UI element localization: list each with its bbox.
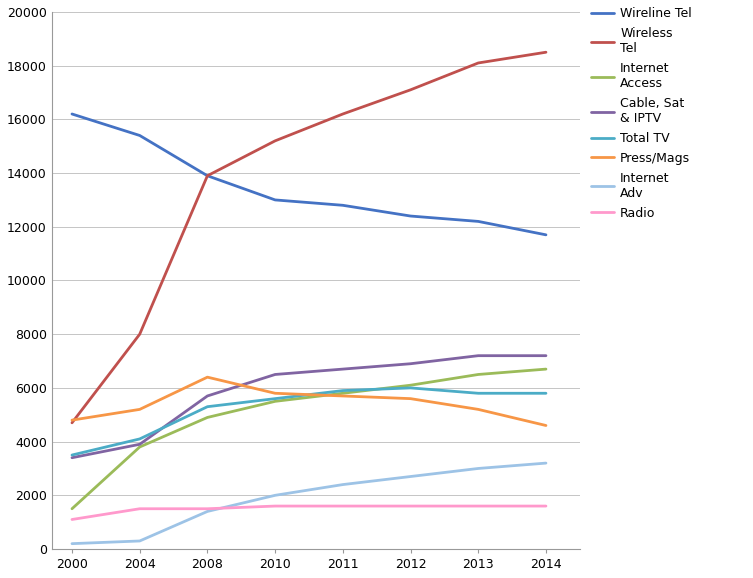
Total TV (270, 395, 279, 402)
Radio (203, 505, 212, 512)
Line: Wireless
Tel: Wireless Tel (72, 52, 546, 423)
Wireless
Tel (136, 331, 145, 338)
Press/Mags (270, 390, 279, 397)
Internet
Adv (406, 473, 415, 480)
Total TV (338, 387, 347, 394)
Line: Radio: Radio (72, 506, 546, 520)
Cable, Sat
& IPTV (474, 352, 483, 359)
Line: Internet
Adv: Internet Adv (72, 463, 546, 544)
Press/Mags (406, 395, 415, 402)
Internet
Adv (68, 540, 77, 547)
Total TV (474, 390, 483, 397)
Radio (338, 503, 347, 510)
Press/Mags (68, 417, 77, 424)
Wireline Tel (406, 213, 415, 220)
Wireline Tel (136, 132, 145, 139)
Radio (406, 503, 415, 510)
Radio (474, 503, 483, 510)
Wireless
Tel (338, 110, 347, 117)
Total TV (68, 451, 77, 458)
Radio (541, 503, 550, 510)
Press/Mags (338, 392, 347, 399)
Internet
Adv (203, 508, 212, 515)
Wireless
Tel (406, 86, 415, 93)
Wireless
Tel (203, 172, 212, 179)
Wireline Tel (203, 172, 212, 179)
Cable, Sat
& IPTV (203, 392, 212, 399)
Wireline Tel (474, 218, 483, 225)
Internet
Adv (474, 465, 483, 472)
Radio (270, 503, 279, 510)
Press/Mags (136, 406, 145, 413)
Press/Mags (541, 422, 550, 429)
Internet
Access (203, 414, 212, 421)
Cable, Sat
& IPTV (406, 360, 415, 367)
Press/Mags (203, 374, 212, 381)
Wireline Tel (68, 110, 77, 117)
Internet
Adv (136, 538, 145, 544)
Internet
Adv (338, 481, 347, 488)
Cable, Sat
& IPTV (270, 371, 279, 378)
Wireless
Tel (68, 420, 77, 427)
Cable, Sat
& IPTV (136, 441, 145, 448)
Internet
Access (541, 366, 550, 373)
Wireless
Tel (270, 138, 279, 144)
Radio (68, 516, 77, 523)
Wireless
Tel (541, 49, 550, 55)
Line: Press/Mags: Press/Mags (72, 377, 546, 425)
Total TV (541, 390, 550, 397)
Line: Cable, Sat
& IPTV: Cable, Sat & IPTV (72, 355, 546, 458)
Total TV (406, 384, 415, 391)
Cable, Sat
& IPTV (338, 366, 347, 373)
Total TV (203, 403, 212, 410)
Cable, Sat
& IPTV (541, 352, 550, 359)
Internet
Access (68, 505, 77, 512)
Wireline Tel (541, 231, 550, 238)
Internet
Access (406, 381, 415, 388)
Wireline Tel (270, 197, 279, 203)
Total TV (136, 435, 145, 442)
Internet
Adv (541, 460, 550, 466)
Internet
Access (136, 443, 145, 450)
Cable, Sat
& IPTV (68, 454, 77, 461)
Line: Wireline Tel: Wireline Tel (72, 114, 546, 235)
Radio (136, 505, 145, 512)
Press/Mags (474, 406, 483, 413)
Line: Internet
Access: Internet Access (72, 369, 546, 509)
Wireline Tel (338, 202, 347, 209)
Internet
Access (338, 390, 347, 397)
Legend: Wireline Tel, Wireless
Tel, Internet
Access, Cable, Sat
& IPTV, Total TV, Press/: Wireline Tel, Wireless Tel, Internet Acc… (591, 8, 692, 220)
Internet
Adv (270, 492, 279, 499)
Wireless
Tel (474, 60, 483, 66)
Internet
Access (270, 398, 279, 405)
Line: Total TV: Total TV (72, 388, 546, 455)
Internet
Access (474, 371, 483, 378)
